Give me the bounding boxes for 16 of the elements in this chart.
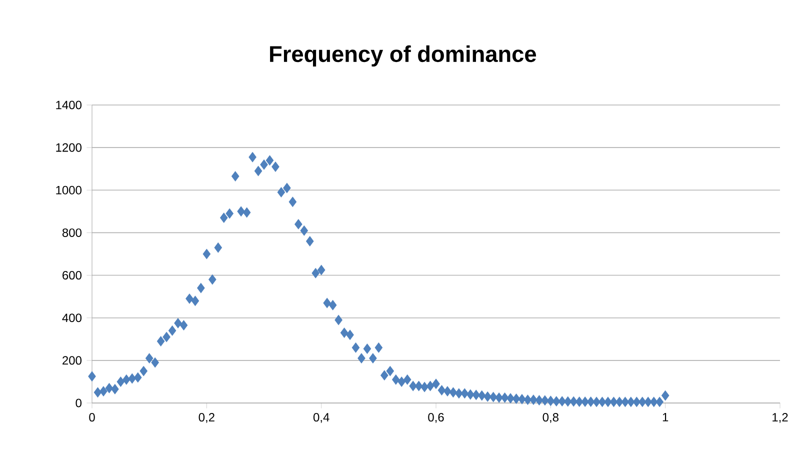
y-tick-label: 1400	[56, 100, 82, 110]
y-tick-label: 400	[62, 314, 82, 322]
x-tick-label: 0,2	[198, 413, 214, 423]
y-tick-label: 1000	[56, 186, 82, 194]
y-tick-label: 600	[62, 271, 82, 280]
x-tick-label: 1	[662, 413, 668, 422]
y-tick-label: 200	[62, 356, 82, 365]
chart-title: Frequency of dominance	[270, 45, 536, 67]
x-tick-label: 0	[89, 413, 95, 422]
x-tick-label: 1,2	[772, 413, 788, 423]
y-tick-label: 0	[76, 398, 82, 408]
x-tick-label: 0,8	[542, 413, 558, 423]
x-tick-label: 0,6	[428, 413, 444, 423]
y-tick-label: 1200	[56, 143, 82, 152]
y-tick-label: 800	[62, 228, 82, 237]
x-tick-label: 0,4	[313, 413, 330, 423]
